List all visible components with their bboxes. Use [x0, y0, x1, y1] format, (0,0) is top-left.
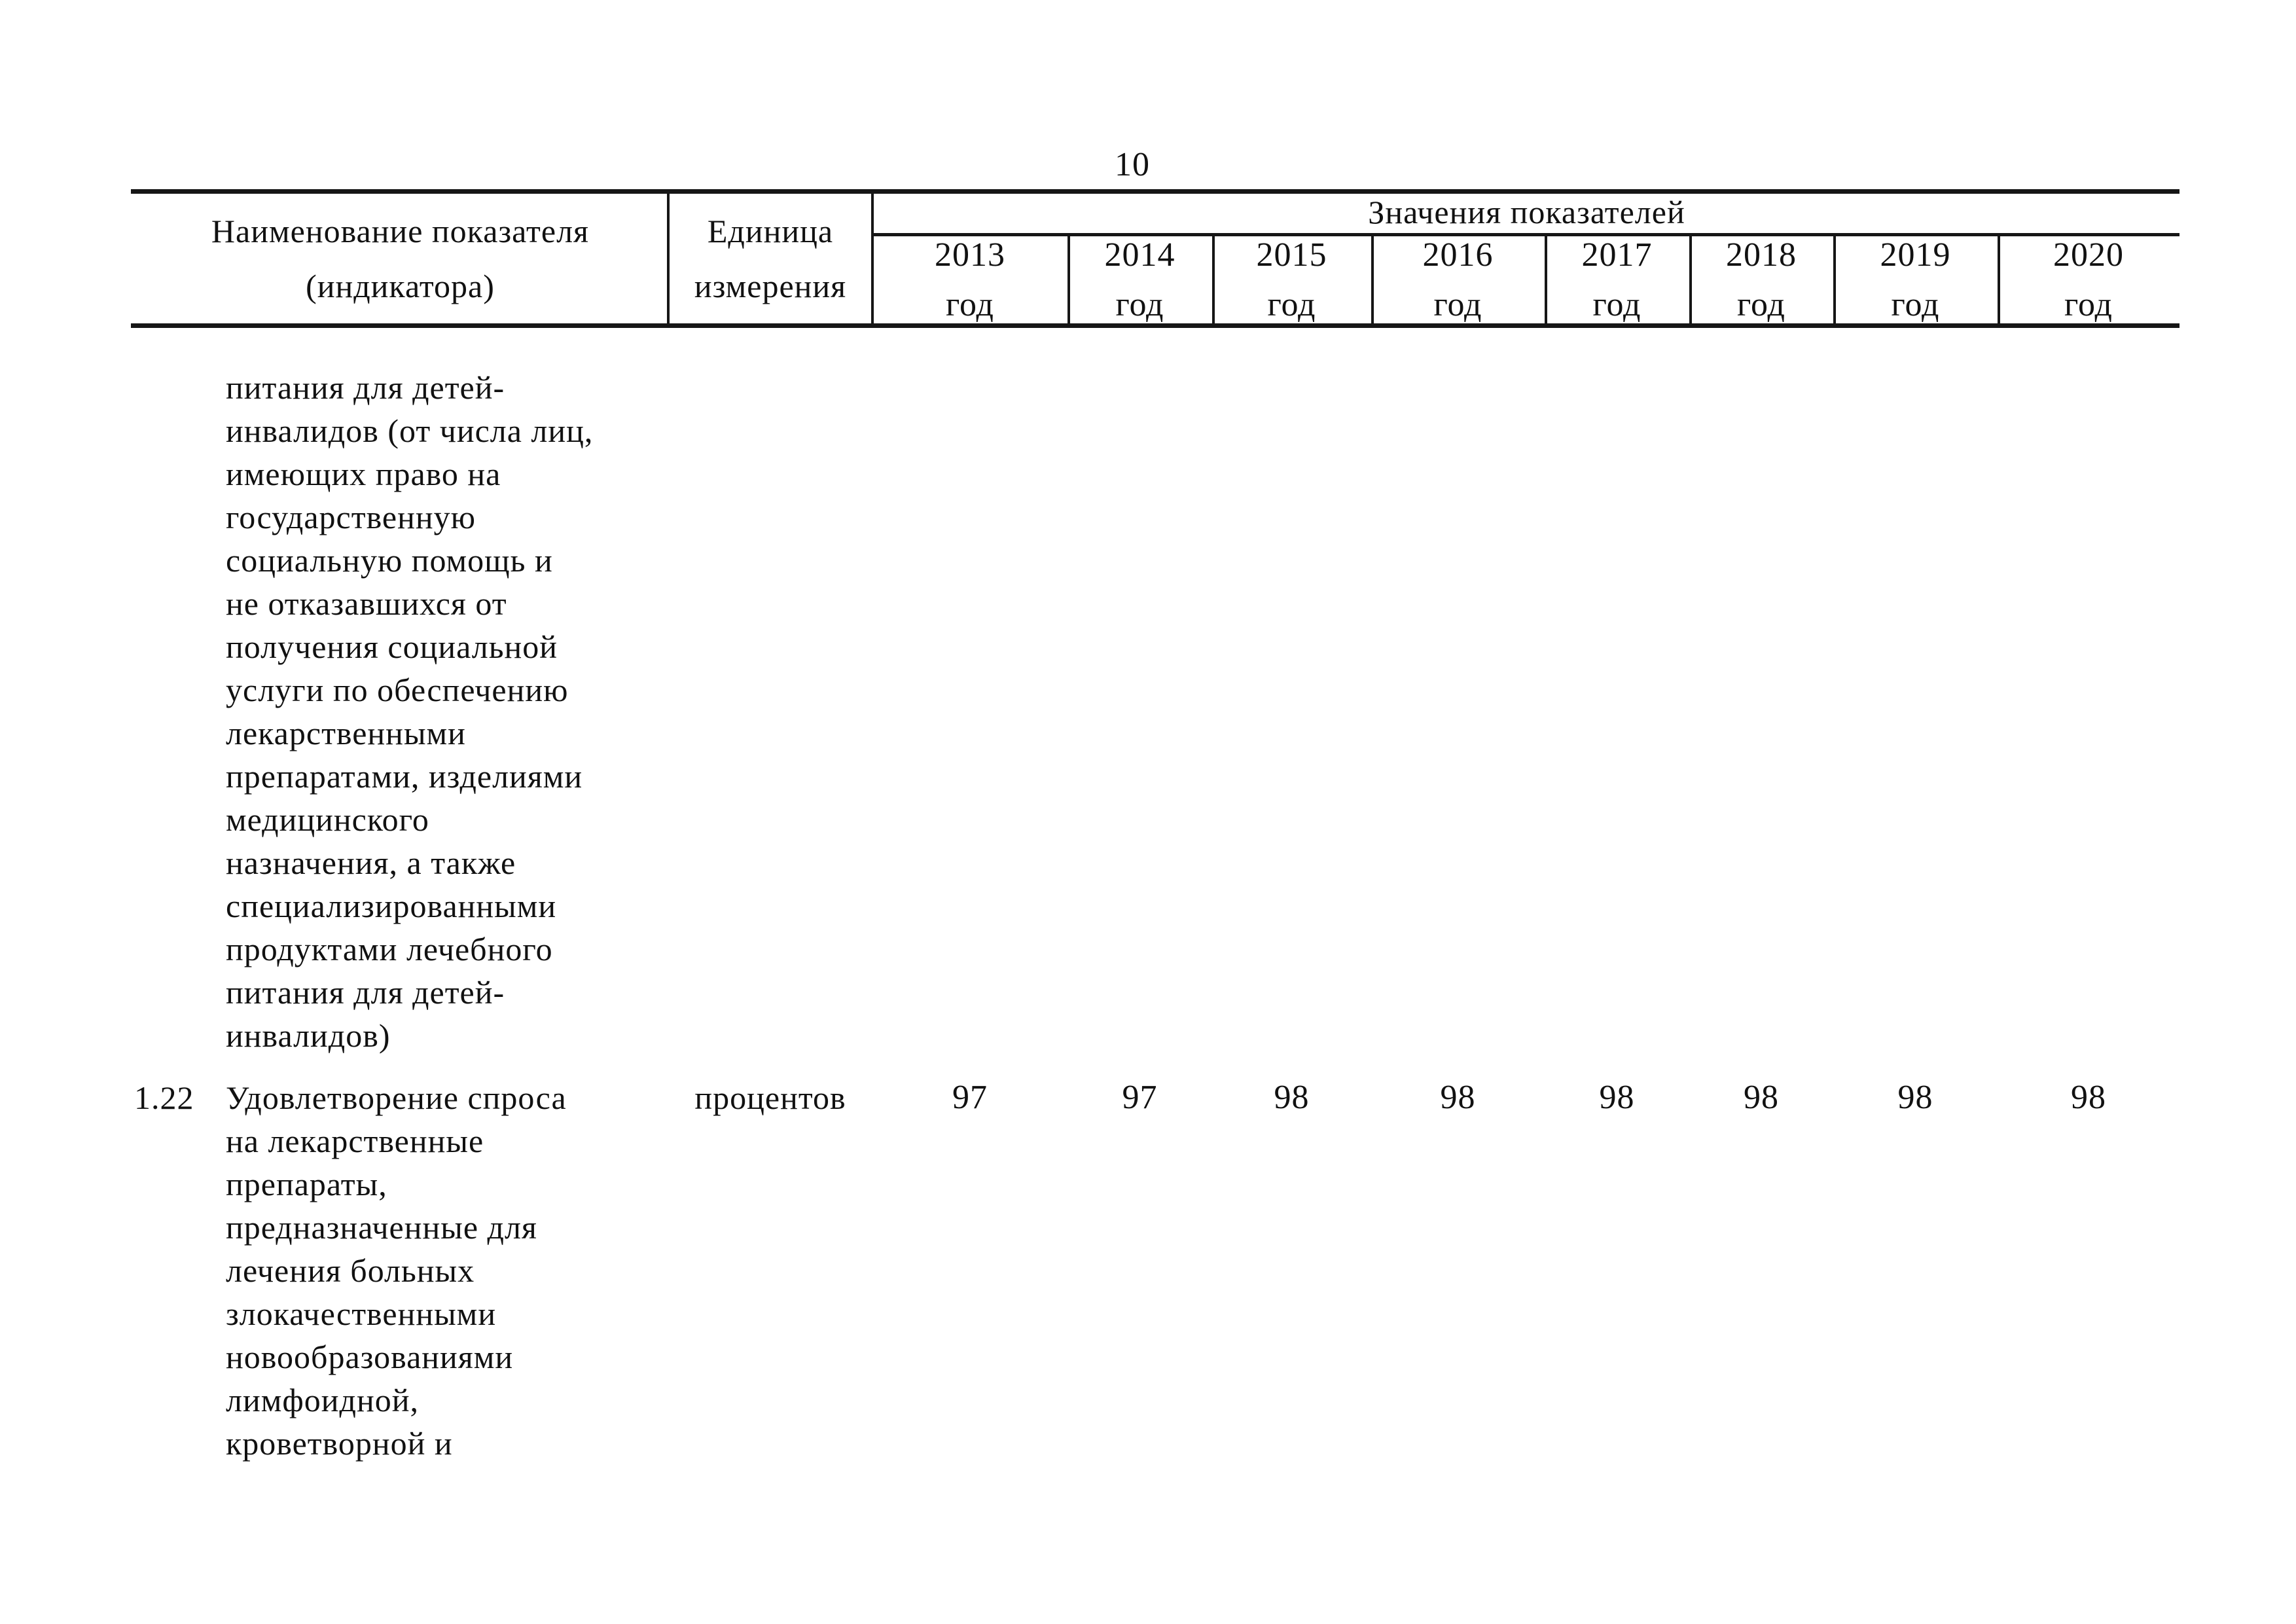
table-border-header-bottom — [131, 323, 2179, 328]
year-header-2014: 2014 год — [1104, 236, 1175, 323]
value-cell-2015: 98 — [1274, 1079, 1310, 1116]
year-column-divider — [1371, 233, 1374, 328]
value-cell-2018: 98 — [1744, 1079, 1779, 1116]
year-column-divider — [1067, 233, 1070, 328]
value-cell-2016: 98 — [1440, 1079, 1476, 1116]
indicator-name: Удовлетворение спроса на лекарственные п… — [226, 1079, 567, 1462]
value-cell-2014: 97 — [1122, 1079, 1158, 1116]
year-header-2015: 2015 год — [1256, 236, 1327, 323]
indicator-name-continuation: питания для детей- инвалидов (от числа л… — [226, 369, 594, 1054]
page-number: 10 — [1115, 146, 1150, 183]
year-column-divider — [1689, 233, 1692, 328]
unit-column-header: Единица измерения — [694, 213, 847, 304]
year-column-divider — [1545, 233, 1547, 328]
year-header-2019: 2019 год — [1880, 236, 1951, 323]
year-column-divider — [1998, 233, 2000, 328]
year-column-divider — [1833, 233, 1836, 328]
column-divider-indicator-unit — [667, 189, 670, 328]
column-divider-unit-values — [871, 189, 874, 328]
year-header-2013: 2013 год — [935, 236, 1005, 323]
values-group-divider — [872, 233, 2179, 236]
year-header-2017: 2017 год — [1581, 236, 1653, 323]
year-column-divider — [1212, 233, 1215, 328]
row-number: 1.22 — [134, 1079, 194, 1116]
value-cell-2019: 98 — [1897, 1079, 1933, 1116]
value-cell-2013: 97 — [952, 1079, 988, 1116]
year-header-2018: 2018 год — [1726, 236, 1797, 323]
year-header-2020: 2020 год — [2053, 236, 2124, 323]
unit-cell: процентов — [694, 1079, 846, 1116]
table-border-top — [131, 189, 2179, 194]
values-group-header: Значения показателей — [1368, 193, 1685, 230]
value-cell-2017: 98 — [1599, 1079, 1635, 1116]
value-cell-2020: 98 — [2071, 1079, 2106, 1116]
indicator-column-header: Наименование показателя (индикатора) — [211, 213, 590, 304]
year-header-2016: 2016 год — [1422, 236, 1494, 323]
